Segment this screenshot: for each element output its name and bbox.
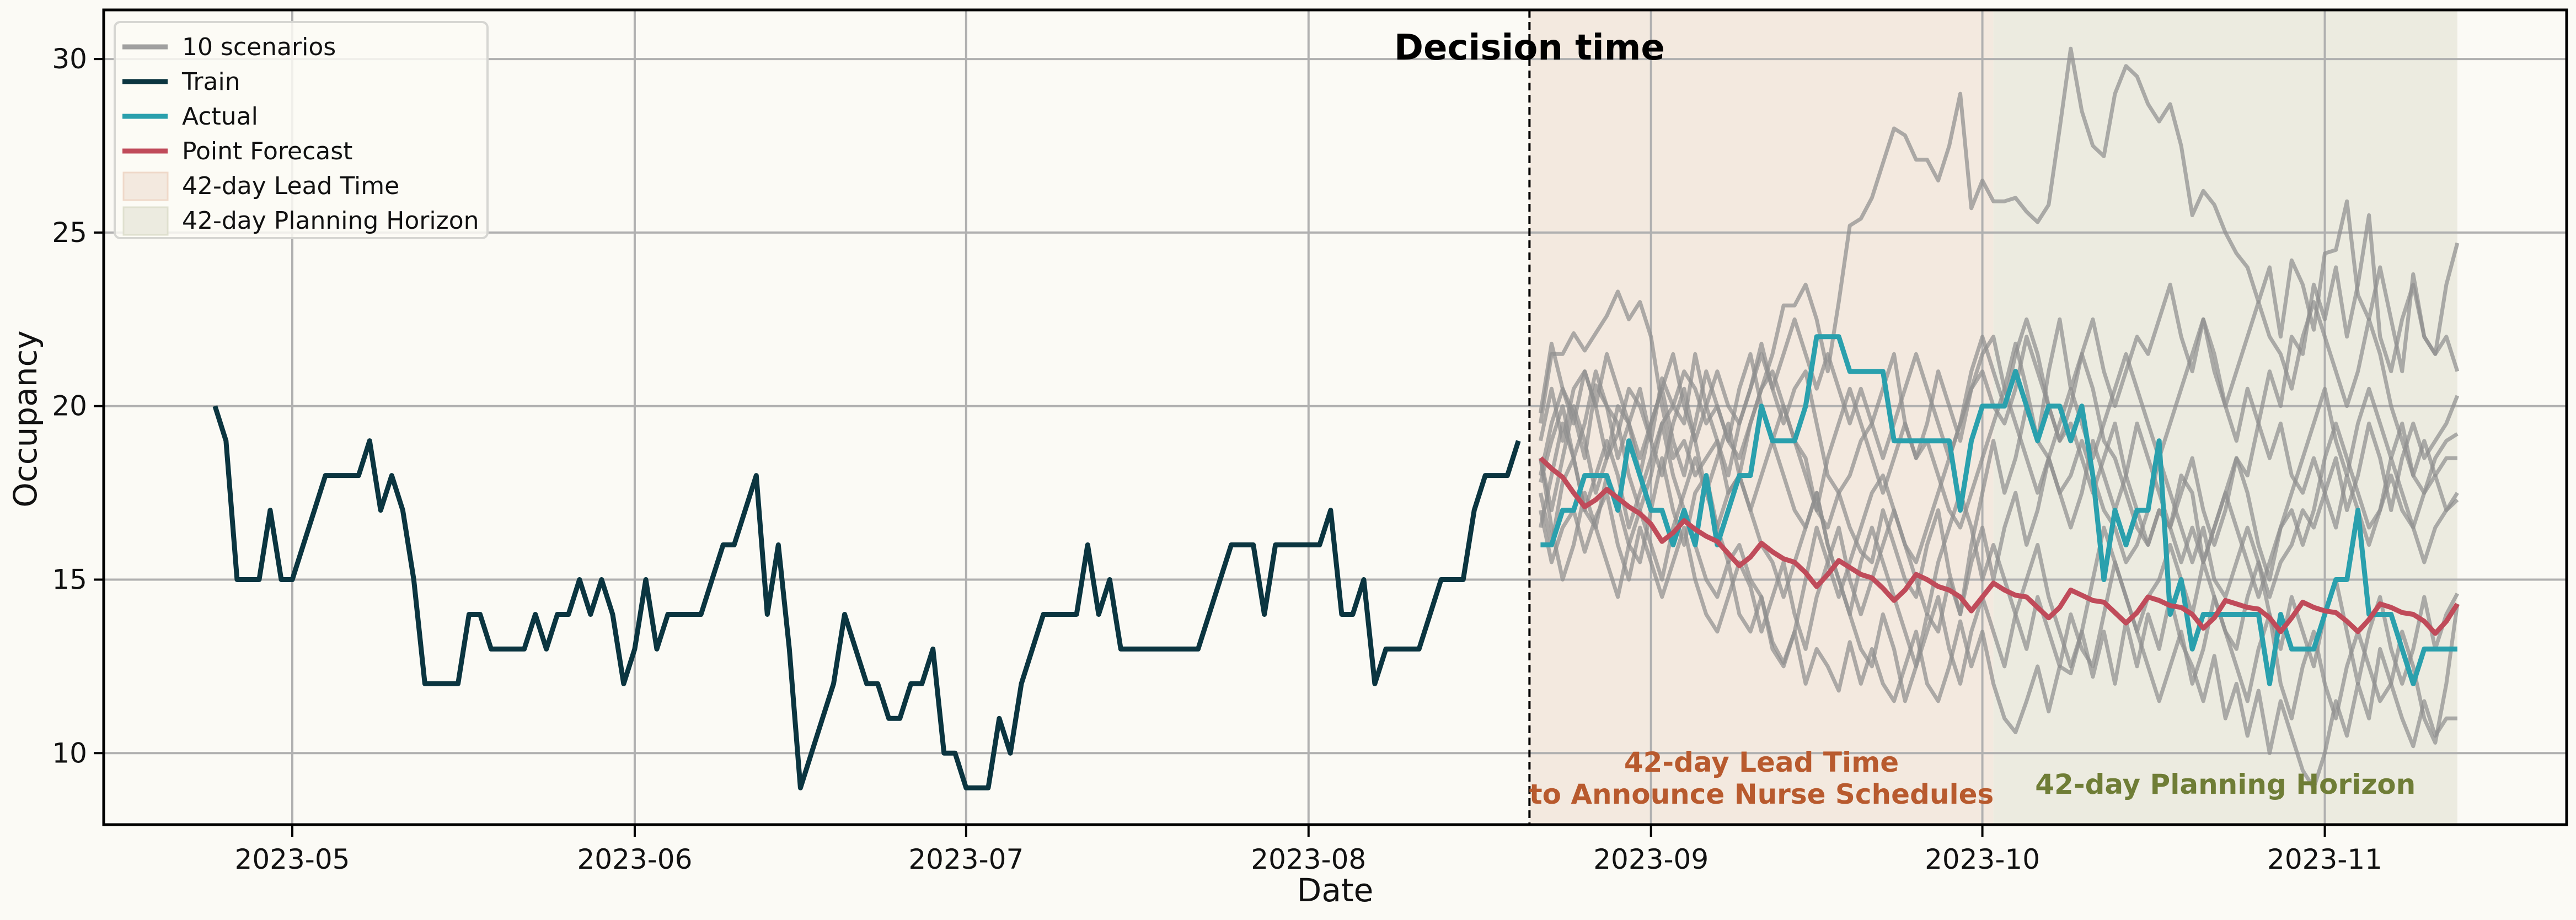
legend-patch-42-day-lead-time (122, 171, 169, 201)
train-line (212, 405, 1521, 790)
x-axis-label: Date (1297, 871, 1374, 909)
span-annotation: to Announce Nurse Schedules (1529, 778, 1994, 810)
decision-time-label: Decision time (1394, 28, 1665, 68)
legend-label: 10 scenarios (182, 33, 336, 61)
x-tick-label: 2023-11 (2267, 843, 2382, 875)
legend-box (114, 21, 489, 239)
legend-label: Actual (182, 103, 258, 131)
scenario-line-3 (1538, 213, 2460, 616)
x-tick-label: 2023-05 (235, 843, 350, 875)
x-tick-label: 2023-07 (908, 843, 1024, 875)
axis-ticks: 10 15 20 25 30 2023-05 2023-06 2023-07 2023-08 20… (52, 43, 2382, 875)
y-tick-label: 15 (52, 564, 87, 596)
legend-label: Point Forecast (182, 137, 352, 165)
y-axis-label: Occupancy (7, 330, 44, 508)
legend: 10 scenarios Train Actual Point Forecast 42-… (114, 21, 489, 239)
x-tick-label: 2023-10 (1925, 843, 2040, 875)
legend-label: 42-day Lead Time (182, 172, 399, 200)
y-tick-label: 10 (52, 737, 87, 769)
span-annotation: 42-day Planning Horizon (2035, 768, 2416, 800)
y-tick-label: 30 (52, 43, 87, 75)
legend-label: Train (181, 68, 240, 96)
scenario-line-10 (1539, 300, 2457, 513)
plot-frame (102, 8, 2568, 826)
point-forecast-line (1539, 456, 2460, 636)
legend-patch-42-day-planning-horizon (122, 206, 169, 236)
y-tick-label: 25 (52, 217, 87, 249)
scenario-line-9 (1538, 456, 2460, 745)
span-annotation: 42-day Lead Time (1624, 746, 1899, 778)
grid-lines (104, 10, 2567, 825)
x-tick-label: 2023-09 (1593, 843, 1709, 875)
actual-line (1540, 334, 2457, 686)
legend-label: 42-day Planning Horizon (182, 207, 479, 235)
main-series (212, 334, 2460, 790)
x-tick-label: 2023-06 (577, 843, 692, 875)
scenario-line-2 (1538, 456, 2457, 790)
x-tick-label: 2023-08 (1251, 843, 1366, 875)
y-tick-label: 20 (52, 390, 87, 422)
